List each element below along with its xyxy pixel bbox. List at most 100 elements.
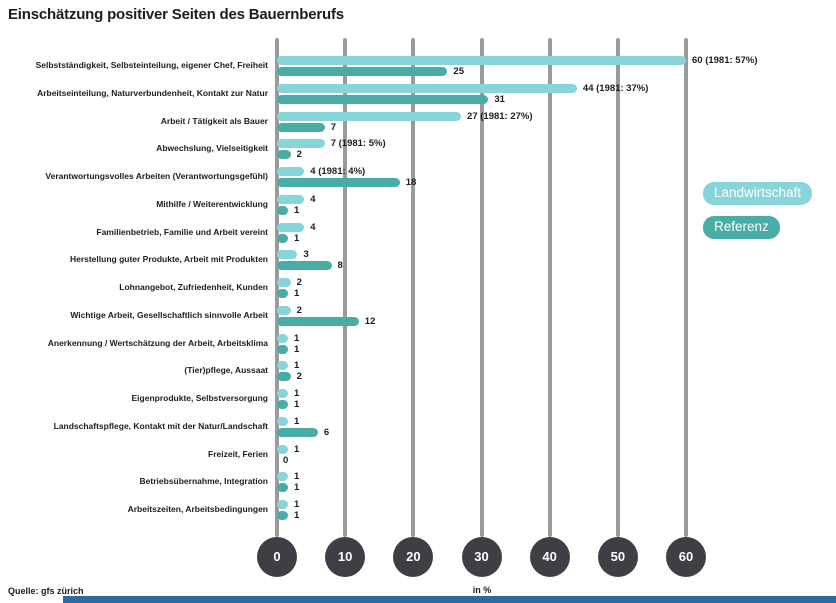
- bar-landwirtschaft: [277, 333, 288, 343]
- value-label: 1: [294, 288, 300, 299]
- value-label: 60 (1981: 57%): [692, 55, 758, 66]
- axis-tick-50: 50: [597, 537, 638, 577]
- category-label: Landschaftspflege, Kontakt mit der Natur…: [53, 420, 268, 431]
- bar-referenz: [277, 150, 291, 160]
- gridline-50: [615, 38, 620, 537]
- category-label: Eigenprodukte, Selbstversorgung: [131, 393, 269, 403]
- bar-landwirtschaft: [277, 194, 305, 204]
- value-label: 31: [494, 93, 505, 105]
- bar-referenz: [277, 483, 288, 493]
- bar-landwirtschaft: [277, 167, 305, 176]
- value-label: 12: [364, 315, 376, 327]
- value-label: 1: [294, 388, 300, 399]
- value-label: 27 (1981: 27%): [467, 110, 533, 122]
- bar-referenz: [277, 511, 288, 520]
- category-label: Arbeit / Tätigkeit als Bauer: [160, 115, 268, 126]
- bar-referenz: [277, 178, 400, 187]
- bar-referenz: [277, 289, 288, 298]
- bar-referenz: [277, 261, 332, 271]
- category-label: Anerkennung / Wertschätzung der Arbeit, …: [47, 337, 268, 348]
- axis-tick-10: 10: [325, 537, 366, 577]
- gridline-20: [411, 38, 416, 537]
- value-label: 0: [283, 454, 289, 466]
- category-label: Verantwortungsvolles Arbeiten (Verantwor…: [45, 171, 268, 181]
- value-label: 1: [294, 343, 300, 355]
- value-label: 25: [453, 66, 464, 77]
- category-label: Herstellung guter Produkte, Arbeit mit P…: [69, 254, 268, 265]
- bar-landwirtschaft: [277, 305, 291, 315]
- bar-landwirtschaft: [277, 111, 462, 121]
- category-label: Wichtige Arbeit, Gesellschaftlich sinnvo…: [70, 309, 268, 320]
- bar-landwirtschaft: [277, 416, 288, 426]
- category-label: Mithilfe / Weiterentwicklung: [156, 198, 268, 209]
- chart-title: Einschätzung positiver Seiten des Bauern…: [8, 6, 344, 23]
- value-label: 44 (1981: 37%): [582, 82, 649, 94]
- bar-referenz: [277, 372, 291, 382]
- value-label: 1: [294, 499, 300, 510]
- value-label: 2: [296, 277, 302, 288]
- axis-unit-label: in %: [472, 585, 492, 595]
- bar-referenz: [277, 122, 325, 132]
- value-label: 4: [310, 221, 316, 233]
- value-label: 8: [337, 260, 343, 272]
- value-label: 7: [330, 121, 336, 133]
- bar-landwirtschaft: [277, 139, 325, 149]
- bar-landwirtschaft: [277, 444, 288, 454]
- value-label: 1: [294, 443, 300, 455]
- bar-referenz: [277, 427, 318, 437]
- gridline-30: [479, 38, 484, 537]
- category-label: Abwechslung, Vielseitigkeit: [156, 143, 268, 154]
- category-label: Freizeit, Ferien: [208, 448, 268, 459]
- axis-tick-30: 30: [461, 537, 502, 577]
- value-label: 1: [294, 332, 300, 344]
- bar-landwirtschaft: [277, 278, 291, 287]
- gridline-0: [275, 38, 279, 537]
- gridline-60: [684, 38, 688, 537]
- value-label: 18: [405, 177, 417, 188]
- value-label: 1: [294, 399, 300, 410]
- category-label: Lohnangebot, Zufriedenheit, Kunden: [119, 282, 268, 292]
- bar-landwirtschaft: [277, 389, 288, 398]
- category-label: Arbeitszeiten, Arbeitsbedingungen: [127, 504, 268, 514]
- category-label: Arbeitseinteilung, Naturverbundenheit, K…: [37, 87, 268, 98]
- legend-item-landwirtschaft: Landwirtschaft: [703, 182, 813, 205]
- value-label: 4 (1981: 4%): [310, 166, 366, 177]
- value-label: 1: [294, 471, 300, 483]
- value-label: 1: [294, 510, 300, 521]
- chart-legend: Landwirtschaft Referenz: [703, 182, 813, 250]
- bar-landwirtschaft: [277, 222, 305, 232]
- value-label: 1: [294, 415, 300, 427]
- legend-item-referenz: Referenz: [703, 216, 780, 239]
- value-label: 2: [296, 149, 302, 161]
- category-label: Betriebsübernahme, Integration: [139, 476, 268, 487]
- bar-landwirtschaft: [277, 361, 288, 371]
- gridline-40: [547, 38, 552, 537]
- value-label: 1: [294, 232, 300, 244]
- value-label: 4: [310, 193, 316, 205]
- bar-referenz: [277, 205, 288, 215]
- axis-tick-20: 20: [393, 537, 434, 577]
- gridline-10: [343, 38, 348, 537]
- bar-referenz: [277, 400, 288, 409]
- bar-referenz: [277, 316, 359, 326]
- bar-landwirtschaft: [277, 250, 298, 260]
- bar-referenz: [277, 94, 489, 104]
- category-label: Selbstständigkeit, Selbsteinteilung, eig…: [35, 60, 268, 70]
- axis-tick-0: 0: [257, 537, 297, 577]
- bar-referenz: [277, 67, 448, 76]
- value-label: 1: [294, 204, 300, 216]
- category-label: Familienbetrieb, Familie und Arbeit vere…: [96, 226, 268, 237]
- bar-landwirtschaft: [277, 500, 288, 509]
- axis-tick-40: 40: [529, 537, 570, 577]
- value-label: 2: [296, 371, 302, 383]
- bar-referenz: [277, 233, 288, 243]
- footer-accent-bar: [63, 596, 836, 603]
- value-label: 1: [294, 360, 300, 372]
- bar-referenz: [277, 344, 288, 354]
- category-label: (Tier)pflege, Aussaat: [184, 365, 268, 376]
- axis-tick-60: 60: [666, 537, 706, 577]
- value-label: 6: [323, 426, 330, 438]
- value-label: 2: [296, 304, 302, 316]
- value-label: 3: [303, 249, 309, 261]
- source-note: Quelle: gfs zürich: [8, 586, 84, 596]
